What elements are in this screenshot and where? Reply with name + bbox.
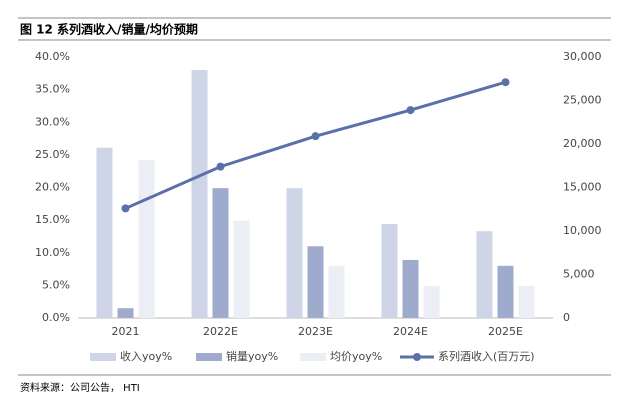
y-tick-label: 15.0% — [35, 213, 70, 226]
x-tick-label: 2024E — [393, 325, 428, 338]
line-point — [121, 204, 130, 213]
bar — [191, 70, 208, 318]
line-point — [501, 78, 510, 87]
y-tick-label: 0.0% — [42, 311, 70, 324]
y-tick-label: 40.0% — [35, 50, 70, 63]
line-point — [406, 106, 415, 115]
legend-label: 收入yoy% — [120, 349, 172, 363]
y2-tick-label: 10,000 — [563, 224, 602, 237]
x-tick-label: 2023E — [298, 325, 333, 338]
bar — [117, 308, 134, 318]
bar — [286, 188, 303, 318]
bar — [476, 231, 493, 318]
bar — [307, 246, 324, 318]
y-tick-label: 25.0% — [35, 148, 70, 161]
bar — [402, 259, 419, 318]
line-point — [311, 132, 320, 141]
legend-swatch — [196, 353, 222, 361]
y2-tick-label: 30,000 — [563, 50, 602, 63]
legend-swatch — [413, 353, 421, 361]
y-tick-label: 10.0% — [35, 246, 70, 259]
y-tick-label: 20.0% — [35, 181, 70, 194]
chart-title: 图 12 系列酒收入/销量/均价预期 — [20, 22, 198, 37]
y-tick-label: 5.0% — [42, 278, 70, 291]
x-tick-label: 2022E — [203, 325, 238, 338]
line-series — [124, 80, 506, 210]
y2-tick-label: 15,000 — [563, 181, 602, 194]
legend-swatch — [90, 353, 116, 361]
y-tick-label: 35.0% — [35, 83, 70, 96]
bar — [381, 224, 398, 318]
legend-label: 系列酒收入(百万元) — [438, 349, 535, 363]
line-point — [216, 162, 225, 171]
bar — [96, 147, 113, 318]
x-tick-label: 2021 — [112, 325, 140, 338]
bar — [423, 286, 440, 318]
bar — [518, 286, 535, 318]
bar — [138, 160, 155, 318]
bar — [328, 265, 345, 318]
bar — [212, 188, 229, 318]
legend-swatch — [300, 353, 326, 361]
y2-tick-label: 25,000 — [563, 94, 602, 107]
y2-tick-label: 0 — [563, 311, 570, 324]
y-tick-label: 30.0% — [35, 115, 70, 128]
y2-tick-label: 20,000 — [563, 137, 602, 150]
bar — [497, 265, 514, 318]
legend-label: 均价yoy% — [330, 350, 382, 363]
source-note: 资料来源：公司公告， HTI — [20, 381, 140, 394]
legend-label: 销量yoy% — [226, 349, 278, 363]
x-tick-label: 2025E — [488, 325, 523, 338]
y2-tick-label: 5,000 — [563, 268, 595, 281]
bar — [233, 220, 250, 318]
